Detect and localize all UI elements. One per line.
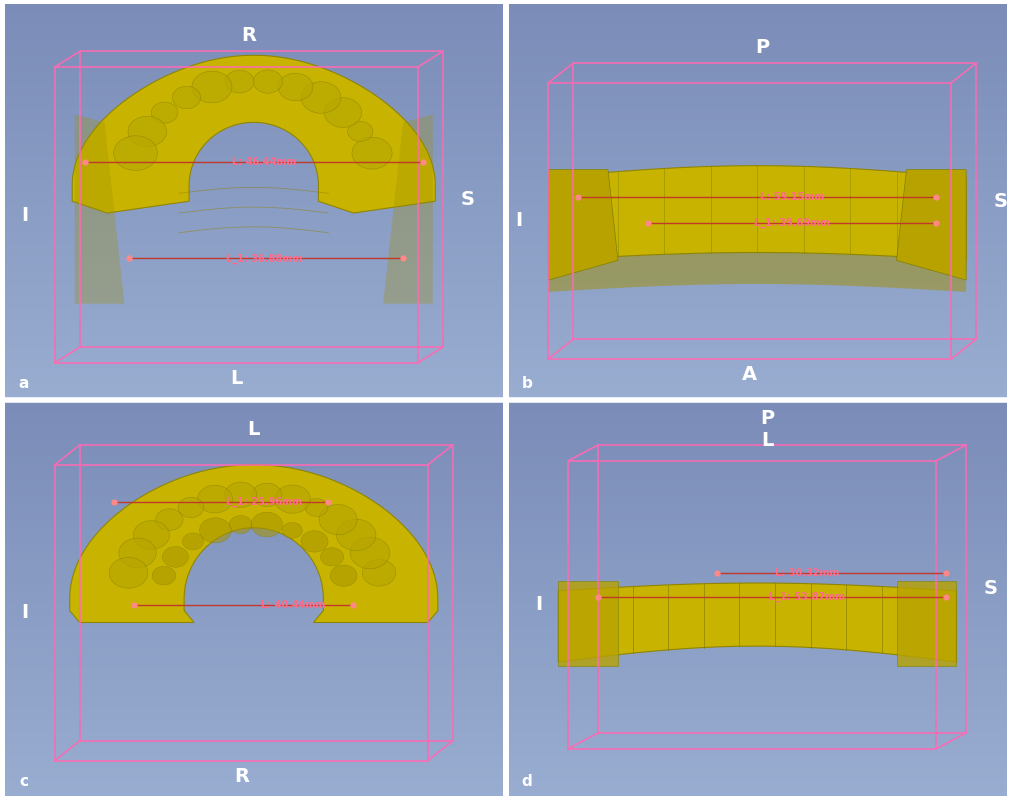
Circle shape <box>133 521 170 550</box>
Circle shape <box>275 485 310 514</box>
Circle shape <box>350 537 390 569</box>
Circle shape <box>362 559 396 586</box>
Text: L: 46.44mm: L: 46.44mm <box>232 157 296 166</box>
Circle shape <box>199 518 232 543</box>
Polygon shape <box>548 170 618 280</box>
Polygon shape <box>75 114 124 304</box>
Circle shape <box>197 486 233 513</box>
Text: L: L <box>248 420 260 438</box>
Circle shape <box>282 522 302 538</box>
Polygon shape <box>897 170 967 280</box>
Polygon shape <box>548 166 967 260</box>
Circle shape <box>182 533 203 550</box>
Polygon shape <box>383 114 433 304</box>
Circle shape <box>152 102 178 123</box>
Circle shape <box>252 512 282 537</box>
Circle shape <box>325 98 362 127</box>
Text: A: A <box>742 366 757 384</box>
Text: L_1: 39.69mm: L_1: 39.69mm <box>754 218 830 228</box>
Circle shape <box>331 565 357 586</box>
Text: S: S <box>461 190 474 209</box>
Circle shape <box>156 509 183 530</box>
Text: I: I <box>515 211 522 230</box>
Polygon shape <box>548 253 967 292</box>
Polygon shape <box>897 581 956 666</box>
Circle shape <box>301 530 329 552</box>
Text: L_1: 53.87mm: L_1: 53.87mm <box>769 592 845 602</box>
Circle shape <box>320 548 344 566</box>
Text: I: I <box>535 595 542 614</box>
Text: R: R <box>234 766 249 786</box>
Text: I: I <box>21 603 28 622</box>
Circle shape <box>178 498 204 518</box>
Circle shape <box>192 71 232 103</box>
Circle shape <box>319 505 357 534</box>
Circle shape <box>252 483 282 506</box>
Circle shape <box>113 136 158 170</box>
Circle shape <box>278 73 313 101</box>
Text: S: S <box>984 579 998 598</box>
Text: I: I <box>21 206 28 225</box>
Circle shape <box>225 70 254 93</box>
Polygon shape <box>558 583 956 662</box>
Polygon shape <box>70 465 438 622</box>
Text: R: R <box>242 26 256 45</box>
Text: L: 30.32mm: L: 30.32mm <box>774 568 839 578</box>
Circle shape <box>163 546 188 567</box>
Circle shape <box>152 566 176 585</box>
Text: S: S <box>994 192 1008 210</box>
Circle shape <box>305 498 328 517</box>
Circle shape <box>224 482 257 507</box>
Polygon shape <box>72 55 436 213</box>
Circle shape <box>348 122 373 142</box>
Text: P
L: P L <box>760 409 774 450</box>
Circle shape <box>301 82 341 114</box>
Circle shape <box>352 137 392 169</box>
Text: L: 40.44mm: L: 40.44mm <box>262 600 326 610</box>
Circle shape <box>119 538 157 568</box>
Circle shape <box>254 70 283 94</box>
Text: L_1: 25.96mm: L_1: 25.96mm <box>225 497 301 507</box>
Text: P: P <box>755 38 769 57</box>
Text: L_1: 36.88mm: L_1: 36.88mm <box>225 254 302 263</box>
Text: L: L <box>231 369 243 388</box>
Circle shape <box>173 86 200 109</box>
Circle shape <box>128 116 167 146</box>
Circle shape <box>109 558 148 588</box>
Circle shape <box>337 519 376 550</box>
Text: L: 59.15mm: L: 59.15mm <box>760 192 824 202</box>
Circle shape <box>229 515 252 534</box>
Polygon shape <box>558 581 618 666</box>
